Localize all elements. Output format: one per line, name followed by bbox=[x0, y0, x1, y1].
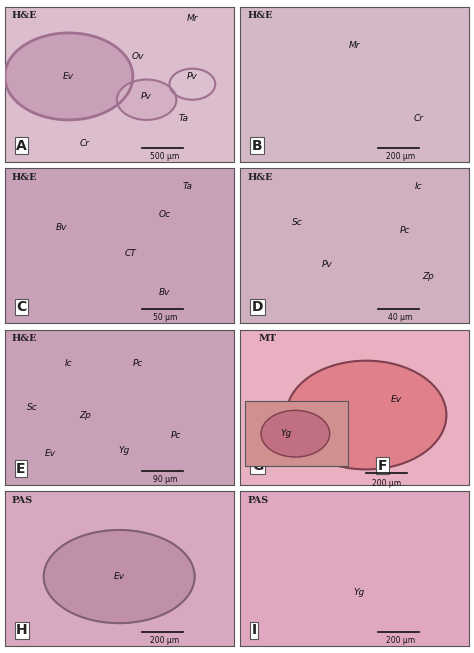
Circle shape bbox=[5, 33, 133, 120]
Text: H&E: H&E bbox=[11, 173, 37, 182]
Text: Ov: Ov bbox=[131, 52, 144, 61]
Circle shape bbox=[117, 80, 176, 120]
Text: H&E: H&E bbox=[11, 334, 37, 343]
Text: H&E: H&E bbox=[247, 11, 273, 20]
Text: Pv: Pv bbox=[187, 72, 198, 81]
Text: Pc: Pc bbox=[171, 431, 182, 439]
Text: Ev: Ev bbox=[63, 72, 74, 81]
Text: Yg: Yg bbox=[281, 429, 292, 438]
Text: Cr: Cr bbox=[80, 138, 90, 148]
Text: Mr: Mr bbox=[187, 14, 198, 24]
Ellipse shape bbox=[44, 530, 195, 623]
Circle shape bbox=[261, 410, 330, 457]
Text: 200 μm: 200 μm bbox=[386, 151, 415, 161]
FancyBboxPatch shape bbox=[245, 401, 348, 466]
Text: 500 μm: 500 μm bbox=[150, 151, 180, 161]
Text: Mr: Mr bbox=[349, 41, 361, 50]
Text: Pc: Pc bbox=[132, 359, 143, 368]
Circle shape bbox=[170, 69, 215, 100]
Text: 200 μm: 200 μm bbox=[372, 479, 401, 488]
Text: H&E: H&E bbox=[247, 173, 273, 182]
Text: Oc: Oc bbox=[159, 210, 171, 219]
Text: I: I bbox=[252, 623, 257, 637]
Text: H: H bbox=[16, 623, 28, 637]
Text: B: B bbox=[252, 138, 263, 153]
Text: D: D bbox=[252, 300, 264, 314]
Text: Ic: Ic bbox=[415, 182, 423, 191]
Text: Yg: Yg bbox=[354, 588, 365, 597]
Text: Ev: Ev bbox=[45, 449, 56, 458]
Circle shape bbox=[286, 360, 447, 470]
Text: MT: MT bbox=[259, 334, 277, 343]
Text: 40 μm: 40 μm bbox=[388, 313, 413, 323]
Text: A: A bbox=[16, 138, 27, 153]
Text: Zp: Zp bbox=[79, 411, 91, 419]
Text: G: G bbox=[252, 458, 263, 473]
Text: 50 μm: 50 μm bbox=[153, 313, 177, 323]
Text: C: C bbox=[16, 300, 27, 314]
Text: Ta: Ta bbox=[178, 114, 188, 123]
Text: Pv: Pv bbox=[322, 260, 333, 269]
Text: Ta: Ta bbox=[183, 182, 193, 191]
Text: Bv: Bv bbox=[56, 223, 68, 232]
Text: H&E: H&E bbox=[11, 11, 37, 20]
Text: Pc: Pc bbox=[400, 226, 410, 234]
Text: PAS: PAS bbox=[11, 496, 33, 505]
Text: Bv: Bv bbox=[159, 288, 171, 297]
Text: Zp: Zp bbox=[422, 272, 434, 281]
Text: 90 μm: 90 μm bbox=[153, 475, 177, 484]
Text: PAS: PAS bbox=[247, 496, 269, 505]
Text: 200 μm: 200 μm bbox=[150, 637, 180, 645]
Text: Ev: Ev bbox=[391, 395, 401, 404]
Text: F: F bbox=[378, 458, 387, 473]
Text: Sc: Sc bbox=[292, 218, 303, 227]
Text: Ic: Ic bbox=[65, 359, 73, 368]
Text: 200 μm: 200 μm bbox=[386, 637, 415, 645]
Text: E: E bbox=[16, 462, 26, 475]
Text: Yg: Yg bbox=[118, 446, 129, 455]
Text: Ev: Ev bbox=[114, 572, 125, 581]
Text: CT: CT bbox=[125, 249, 137, 258]
Text: Sc: Sc bbox=[27, 403, 37, 412]
Text: Cr: Cr bbox=[414, 114, 424, 123]
Text: Pv: Pv bbox=[141, 92, 152, 101]
